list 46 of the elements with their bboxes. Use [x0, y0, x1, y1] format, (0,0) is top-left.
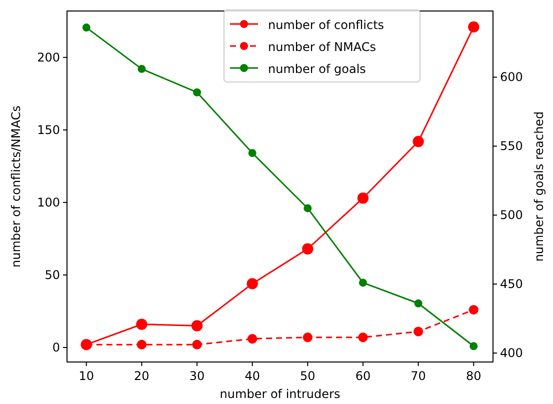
y-tick-label: 150 — [37, 122, 60, 137]
x-tick-label: 40 — [244, 369, 260, 383]
point — [193, 88, 202, 96]
point — [136, 340, 146, 350]
point — [138, 64, 146, 73]
point — [302, 243, 314, 254]
y2-tick-label: 550 — [500, 139, 523, 154]
x-tick-label: 70 — [410, 369, 426, 383]
legend-label: number of goals — [268, 62, 366, 76]
y2-tick-label: 450 — [500, 277, 523, 292]
point — [248, 334, 258, 344]
x-tick-label: 30 — [189, 369, 205, 383]
y2-axis-title: number of goals reached — [532, 111, 546, 262]
point — [246, 278, 258, 290]
x-tick-label: 80 — [466, 369, 482, 383]
point — [248, 149, 256, 158]
point — [468, 21, 480, 33]
point — [358, 332, 368, 342]
point — [304, 204, 312, 212]
point — [357, 192, 369, 204]
y-tick-label: 200 — [37, 50, 60, 64]
point — [191, 320, 203, 332]
x-tick-label: 50 — [300, 369, 316, 383]
point — [470, 342, 478, 350]
x-tick-label: 10 — [78, 369, 94, 383]
y-tick-label: 100 — [37, 195, 60, 210]
y2-tick-label: 500 — [500, 208, 523, 222]
point — [414, 326, 424, 336]
point — [358, 278, 367, 287]
point — [302, 332, 312, 342]
legend-label: number of conflicts — [268, 18, 384, 32]
y2-tick-label: 600 — [500, 70, 523, 84]
point — [468, 304, 478, 315]
y2-tick-label: 400 — [500, 346, 523, 360]
x-tick-label: 60 — [355, 369, 371, 383]
point — [192, 340, 202, 350]
legend-label: number of NMACs — [268, 40, 376, 54]
x-tick-label: 20 — [134, 369, 150, 383]
y-axis-title: number of conflicts/NMACs — [9, 105, 23, 268]
point — [412, 136, 424, 148]
point — [414, 299, 422, 308]
point — [82, 24, 90, 32]
point — [136, 318, 148, 330]
y-tick-label: 0 — [52, 340, 60, 354]
y-tick-label: 50 — [44, 268, 60, 282]
x-axis-title: number of intruders — [220, 387, 340, 401]
